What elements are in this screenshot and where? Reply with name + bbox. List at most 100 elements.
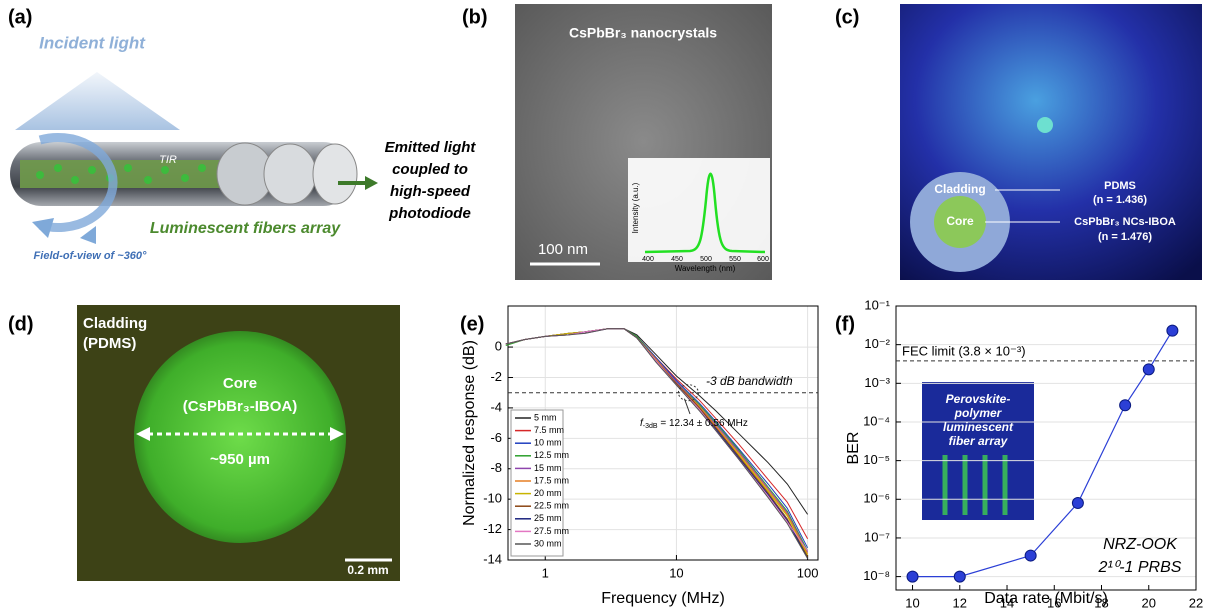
y-tick-label: 10⁻³ xyxy=(864,375,890,390)
x-tick-label: 10 xyxy=(669,565,683,580)
y-axis-label: Normalized response (dB) xyxy=(461,340,478,526)
emitted-label: coupled to xyxy=(392,161,468,178)
panel-label: (d) xyxy=(8,313,34,335)
annotation: FEC limit (3.8 × 10⁻³) xyxy=(902,343,1026,358)
y-tick-label: -14 xyxy=(483,551,502,566)
pdms-label: PDMS xyxy=(1104,180,1136,192)
y-tick-label: -2 xyxy=(490,369,502,384)
panel-c: (c) Cladding Core PDMS (n = 1.436) CsPbB… xyxy=(835,4,1202,280)
x-tick-label: 22 xyxy=(1189,595,1203,608)
emitted-label: Emitted light xyxy=(385,139,477,156)
core-n: (n = 1.476) xyxy=(1098,231,1152,243)
data-point xyxy=(1167,325,1178,336)
annotation: NRZ-OOK xyxy=(1103,536,1178,553)
inset-label: fiber array xyxy=(949,434,1009,448)
x-tick-label: 1 xyxy=(542,565,549,580)
scale-label: 100 nm xyxy=(538,241,588,258)
data-point xyxy=(1143,364,1154,375)
core-label: (CsPbBr₃-IBOA) xyxy=(183,398,297,415)
core-label: Core xyxy=(223,375,257,392)
panel-a: (a) Incident light TIR Emitted light cou… xyxy=(8,6,476,262)
y-axis-label: BER xyxy=(845,432,862,465)
cladding-label: (PDMS) xyxy=(83,335,136,352)
inset-ylabel: Intensity (a.u.) xyxy=(631,182,640,233)
core-disc xyxy=(134,331,346,543)
fiber-core xyxy=(20,160,220,188)
inset-label: luminescent xyxy=(943,420,1014,434)
y-tick-label: 10⁻⁴ xyxy=(863,413,890,428)
legend-label: 22.5 mm xyxy=(534,501,569,511)
y-tick-label: -10 xyxy=(483,491,502,506)
legend-label: 30 mm xyxy=(534,538,562,548)
annotation: f-3dB = 12.34 ± 0.56 MHz xyxy=(640,418,748,430)
x-tick-label: 20 xyxy=(1142,595,1156,608)
legend-label: 7.5 mm xyxy=(534,425,564,435)
y-tick-label: -12 xyxy=(483,521,502,536)
pdms-n: (n = 1.436) xyxy=(1093,194,1147,206)
inset-tick: 400 xyxy=(642,256,654,263)
array-label: Luminescent fibers array xyxy=(150,220,341,237)
legend-label: 25 mm xyxy=(534,513,562,523)
panel-label: (e) xyxy=(460,313,484,335)
data-point xyxy=(1072,498,1083,509)
annotation: 2¹⁰-1 PRBS xyxy=(1098,559,1182,576)
panel-label: (f) xyxy=(835,313,855,335)
y-tick-label: -8 xyxy=(490,460,502,475)
cladding-label: Cladding xyxy=(83,315,147,332)
figure: (a) Incident light TIR Emitted light cou… xyxy=(0,0,1206,608)
fiber-glow xyxy=(1037,117,1053,133)
panel-label: (a) xyxy=(8,6,32,28)
legend-label: 17.5 mm xyxy=(534,475,569,485)
arrow-head xyxy=(365,176,378,190)
panel-b: (b) CsPbBr₃ nanocrystals 100 nm 400 450 … xyxy=(462,4,772,280)
emitted-label: high-speed xyxy=(390,183,471,200)
light-cone xyxy=(15,72,180,130)
inset-label: Perovskite- xyxy=(946,392,1011,406)
annotation-part: = 12.34 ± 0.56 MHz xyxy=(658,418,748,429)
legend-label: 10 mm xyxy=(534,438,562,448)
inset-xlabel: Wavelength (nm) xyxy=(675,264,736,273)
tir-label: TIR xyxy=(159,154,177,166)
y-tick-label: 10⁻⁸ xyxy=(863,568,890,583)
y-tick-label: 10⁻⁵ xyxy=(863,452,890,467)
legend-label: 5 mm xyxy=(534,412,557,422)
inset-tick: 500 xyxy=(700,256,712,263)
legend-label: 12.5 mm xyxy=(534,450,569,460)
scale-label: 0.2 mm xyxy=(347,563,388,577)
core-label: Core xyxy=(946,214,974,228)
arrow-head xyxy=(32,218,54,238)
inset-label: polymer xyxy=(954,406,1003,420)
x-axis-label: Data rate (Mbit/s) xyxy=(984,590,1108,607)
panel-label: (b) xyxy=(462,6,488,28)
y-tick-label: 10⁻¹ xyxy=(864,297,890,312)
legend-label: 27.5 mm xyxy=(534,526,569,536)
diameter-label: ~950 µm xyxy=(210,451,270,468)
tem-title: CsPbBr₃ nanocrystals xyxy=(569,25,717,41)
cladding-label: Cladding xyxy=(934,182,985,196)
y-tick-label: 10⁻⁷ xyxy=(864,529,890,544)
x-tick-label: 100 xyxy=(797,565,819,580)
panel-label: (c) xyxy=(835,6,859,28)
arrow-head xyxy=(80,226,96,244)
data-point xyxy=(907,571,918,582)
data-point xyxy=(1025,550,1036,561)
data-point xyxy=(1120,400,1131,411)
x-tick-label: 12 xyxy=(953,595,967,608)
fov-label: Field-of-view of ~360° xyxy=(34,250,147,262)
y-tick-label: -4 xyxy=(490,399,502,414)
emitted-label: photodiode xyxy=(388,205,471,222)
inset-tick: 600 xyxy=(757,256,769,263)
x-tick-label: 10 xyxy=(905,595,919,608)
y-tick-label: 0 xyxy=(495,339,502,354)
inset-tick: 550 xyxy=(729,256,741,263)
legend-label: 15 mm xyxy=(534,463,562,473)
inset-tick: 450 xyxy=(671,256,683,263)
y-tick-label: -6 xyxy=(490,430,502,445)
ring xyxy=(313,144,357,204)
annotation: -3 dB bandwidth xyxy=(706,374,793,388)
x-axis-label: Frequency (MHz) xyxy=(601,590,725,607)
y-tick-label: 10⁻² xyxy=(864,336,890,351)
y-tick-label: 10⁻⁶ xyxy=(863,491,890,506)
inset xyxy=(628,158,770,262)
annotation-part: -3dB xyxy=(643,423,658,430)
